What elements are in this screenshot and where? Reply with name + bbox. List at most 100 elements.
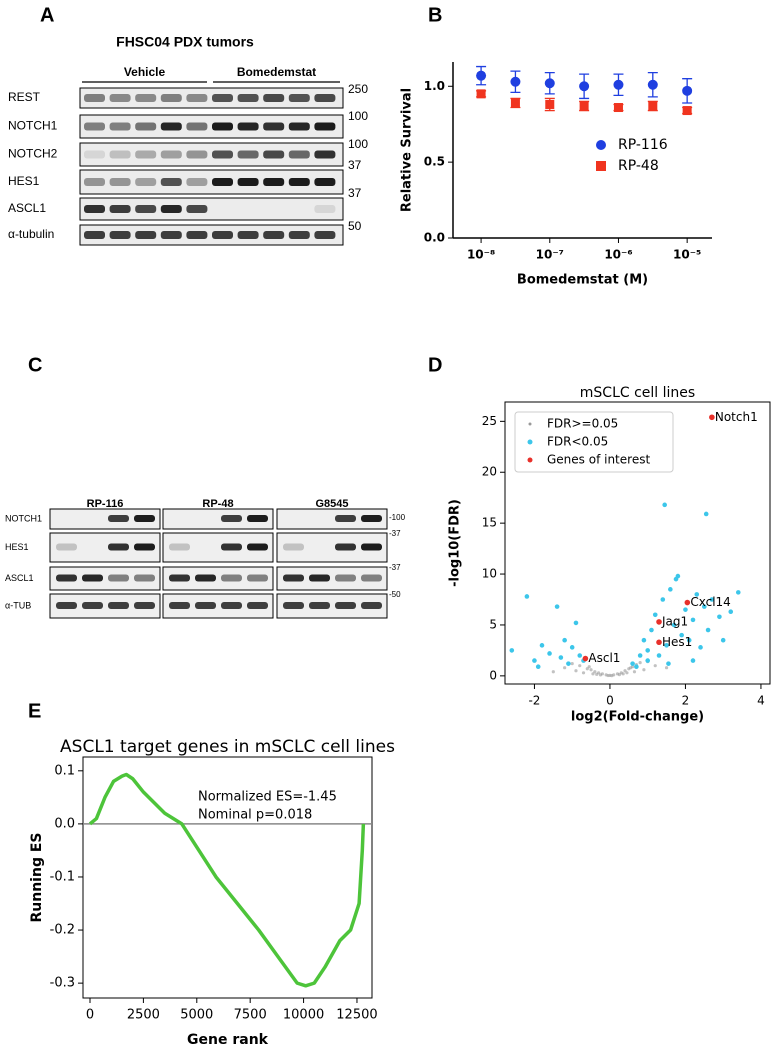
point xyxy=(509,648,515,653)
band xyxy=(263,150,285,159)
point xyxy=(577,653,583,658)
x-tick-label: 10⁻⁷ xyxy=(536,248,564,262)
point xyxy=(656,639,662,646)
band xyxy=(314,94,336,102)
point xyxy=(476,70,487,81)
point xyxy=(653,664,657,668)
point xyxy=(585,667,589,671)
band xyxy=(135,150,157,159)
point xyxy=(570,662,574,666)
band xyxy=(314,205,336,213)
band xyxy=(288,94,310,102)
point xyxy=(648,101,658,111)
point xyxy=(623,669,627,673)
point xyxy=(690,617,696,623)
band xyxy=(335,602,356,609)
band xyxy=(361,515,382,522)
legend-marker xyxy=(596,161,606,171)
point xyxy=(682,106,692,116)
legend-label: RP-116 xyxy=(618,137,668,153)
point xyxy=(582,655,589,662)
size-marker: 100 xyxy=(348,109,368,123)
band xyxy=(169,602,190,609)
band xyxy=(134,574,155,582)
y-tick-label: 5 xyxy=(489,617,497,631)
x-tick-label: 10⁻⁸ xyxy=(467,248,495,262)
point xyxy=(634,664,639,669)
point xyxy=(662,502,667,508)
panel-label: E xyxy=(28,700,41,722)
x-tick-label: 10⁻⁶ xyxy=(604,248,632,262)
band xyxy=(237,94,259,102)
row-label: ASCL1 xyxy=(5,573,34,583)
band xyxy=(186,205,208,213)
x-tick-label: 2500 xyxy=(127,1008,160,1023)
point xyxy=(610,674,614,678)
size-marker: 37 xyxy=(348,186,362,200)
point xyxy=(589,668,593,672)
legend-label: Genes of interest xyxy=(547,453,650,467)
panel-label: A xyxy=(40,4,54,26)
point xyxy=(578,664,582,668)
x-tick-label: 7500 xyxy=(234,1008,267,1023)
point xyxy=(664,643,669,648)
band xyxy=(186,178,208,186)
point xyxy=(686,637,692,643)
legend-label: FDR>=0.05 xyxy=(547,417,618,431)
point xyxy=(551,670,555,674)
band xyxy=(108,602,129,609)
band xyxy=(169,574,190,582)
band xyxy=(160,122,182,131)
band xyxy=(263,94,285,102)
es-line xyxy=(88,772,366,988)
point xyxy=(613,103,623,113)
x-tick-label: 10000 xyxy=(283,1008,324,1023)
chart: 0 2500 5000 7500 10000 12500 -0.3 -0.2 -0.1 0.0 0.… xyxy=(29,737,395,1048)
y-tick-label: 15 xyxy=(482,516,497,530)
band xyxy=(288,231,310,239)
band xyxy=(84,150,105,159)
point xyxy=(510,76,521,87)
blot-strip xyxy=(79,197,344,221)
point xyxy=(563,666,567,670)
x-tick-label: 12500 xyxy=(336,1008,377,1023)
band xyxy=(108,515,129,522)
x-tick-label: -2 xyxy=(528,694,540,708)
point xyxy=(547,651,552,656)
band xyxy=(212,122,233,131)
y-axis-label: Relative Survival xyxy=(400,88,415,212)
panel-label: B xyxy=(428,4,442,26)
band xyxy=(135,178,157,186)
row-label: REST xyxy=(8,90,41,104)
band xyxy=(84,231,105,239)
band xyxy=(82,574,103,582)
band xyxy=(186,94,208,102)
band xyxy=(160,231,182,239)
band xyxy=(221,543,242,551)
band xyxy=(84,178,105,186)
panel-label: D xyxy=(428,354,442,376)
band xyxy=(160,150,182,159)
x-axis-label: Bomedemstat (M) xyxy=(517,273,648,288)
point xyxy=(717,614,722,620)
point xyxy=(625,671,629,675)
plot-frame xyxy=(82,756,373,999)
band xyxy=(237,231,259,239)
point xyxy=(606,673,610,678)
point-label: Ascl1 xyxy=(588,651,620,665)
row-label: α-TUB xyxy=(5,600,31,610)
point xyxy=(683,607,688,612)
point xyxy=(629,666,633,670)
band xyxy=(135,231,157,239)
band xyxy=(84,122,105,131)
band xyxy=(335,543,356,551)
y-tick-label: -0.3 xyxy=(50,976,75,991)
blot-strip xyxy=(79,224,344,246)
point xyxy=(664,666,669,670)
band xyxy=(212,178,233,186)
point xyxy=(647,79,658,90)
point xyxy=(709,414,715,421)
band xyxy=(56,543,77,551)
band xyxy=(135,94,157,102)
band xyxy=(212,150,233,159)
